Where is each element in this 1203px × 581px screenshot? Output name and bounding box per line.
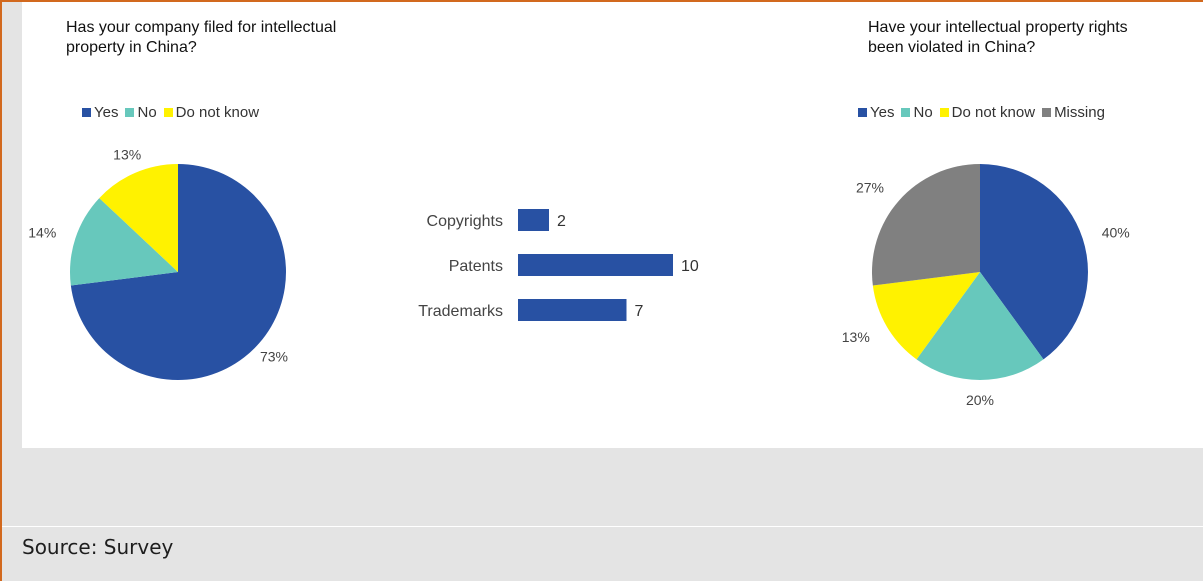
caption-divider [2,526,1203,527]
legend-swatch-no [125,108,135,117]
legend2-swatch-yes [858,108,867,117]
pie-filed-title-line2: property in China? [66,39,197,56]
pie-violated-label-yes: 40% [1102,224,1130,240]
bar-category-patents: Patents [449,258,503,275]
pie-violated-title: Have your intellectual property rights b… [868,18,1128,58]
pie-filed-title: Has your company filed for intellectual … [66,18,336,58]
legend2-swatch-no [901,108,911,117]
bar-trademarks [518,299,627,321]
bar-value-patents: 10 [681,258,699,275]
pie-filed-slice-no [69,198,178,286]
legend2-item-missing: Missing [1042,104,1105,121]
legend-swatch-do-not-know [163,108,173,117]
pie-violated-title-line2: been violated in China? [868,39,1036,56]
pie-violated-label-no: 20% [966,392,994,408]
legend2-label-missing: Missing [1054,104,1105,121]
pie-filed-label-do-not-know: 13% [113,147,141,163]
legend2-swatch-missing [1042,108,1052,117]
legend-item-do-not-know: Do not know [163,104,260,121]
pie-filed-slice-yes [70,164,286,381]
pie-violated-label-do-not-know: 13% [842,329,870,345]
legend2-label-do-not-know: Do not know [951,104,1036,121]
bar-value-trademarks: 7 [635,303,644,320]
bar-value-copyrights: 2 [557,213,566,230]
legend2-label-yes: Yes [870,104,895,121]
legend2-label-no: No [913,104,933,121]
pie-filed-legend: Yes No Do not know [82,104,266,121]
legend-label-do-not-know: Do not know [175,104,260,121]
legend-item-no: No [125,104,157,121]
source-caption: Source: Survey [22,535,174,559]
pie-filed-label-yes: 73% [260,349,288,365]
legend2-swatch-do-not-know [939,108,949,117]
legend-swatch-yes [82,108,91,117]
pie-violated-legend: Yes No Do not know Missing [858,104,1112,121]
pie-filed-title-line1: Has your company filed for intellectual [66,19,337,36]
legend2-item-no: No [901,104,933,121]
pie-violated-slice-missing [871,164,980,286]
legend2-item-do-not-know: Do not know [939,104,1036,121]
pie-violated-slice-do-not-know [872,272,980,360]
legend-label-no: No [137,104,157,121]
pie-filed-slice-do-not-know [99,164,178,272]
legend-item-yes: Yes [82,104,118,121]
pie-violated-label-missing: 27% [856,179,884,195]
pie-filed-label-no: 14% [28,224,56,240]
legend-label-yes: Yes [94,104,119,121]
bar-patents [518,254,673,276]
pie-violated-slice-yes [980,164,1088,360]
pie-violated-slice-no [916,272,1044,380]
legend2-item-yes: Yes [858,104,894,121]
pie-violated-title-line1: Have your intellectual property rights [868,19,1128,36]
bar-copyrights [518,209,549,231]
bar-category-trademarks: Trademarks [418,303,503,320]
bar-category-copyrights: Copyrights [427,213,503,230]
